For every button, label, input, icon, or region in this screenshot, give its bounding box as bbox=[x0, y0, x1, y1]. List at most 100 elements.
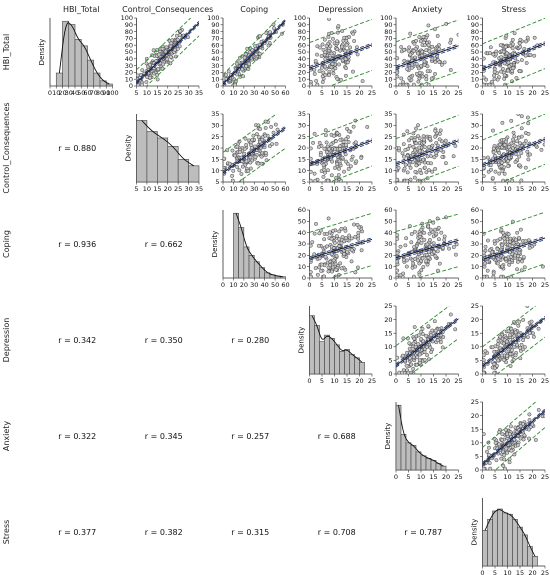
y-tick-label: 0 bbox=[129, 82, 133, 90]
y-tick-label: 0 bbox=[215, 82, 219, 90]
scatter-cell-coping-stress: 0 5 10 15 20 25 0 10 20 30 40 50 60 bbox=[471, 206, 549, 289]
data-point bbox=[486, 238, 490, 243]
density-axis-label: Density bbox=[211, 231, 219, 258]
histogram-bar bbox=[314, 325, 320, 375]
data-point bbox=[418, 168, 423, 172]
data-point bbox=[240, 67, 245, 72]
confidence-band-lower bbox=[223, 129, 286, 175]
data-point bbox=[539, 147, 544, 152]
histogram-cell-coping-coping: 0 10 20 30 40 50 60 Density bbox=[211, 210, 290, 289]
data-point bbox=[331, 258, 336, 263]
data-point bbox=[509, 118, 514, 123]
data-point bbox=[426, 43, 431, 48]
data-point bbox=[482, 156, 486, 161]
data-point bbox=[508, 424, 513, 429]
data-point bbox=[409, 240, 414, 245]
data-point bbox=[500, 242, 505, 247]
data-point bbox=[426, 255, 431, 260]
data-point bbox=[451, 245, 456, 250]
data-point bbox=[508, 239, 512, 244]
data-point bbox=[507, 243, 512, 248]
data-point bbox=[230, 148, 235, 153]
data-point bbox=[331, 71, 336, 76]
x-tick-label: 10 bbox=[503, 473, 511, 481]
data-point bbox=[411, 261, 416, 266]
x-tick-label: 0 bbox=[480, 89, 484, 97]
data-point bbox=[352, 39, 357, 43]
data-point bbox=[515, 230, 520, 235]
data-point bbox=[396, 70, 400, 75]
histogram-bar bbox=[405, 442, 412, 471]
y-tick-label: 10 bbox=[471, 439, 479, 447]
data-point bbox=[324, 140, 329, 145]
data-point bbox=[416, 333, 421, 338]
data-point bbox=[482, 264, 487, 269]
data-point bbox=[419, 227, 424, 232]
histogram-bar bbox=[68, 24, 76, 87]
data-point bbox=[345, 60, 350, 65]
prediction-band-upper bbox=[396, 213, 459, 232]
data-point bbox=[309, 169, 313, 174]
data-point bbox=[521, 422, 525, 426]
y-tick-label: 60 bbox=[125, 41, 133, 49]
y-tick-label: 10 bbox=[471, 263, 479, 271]
data-point bbox=[402, 58, 407, 63]
data-point bbox=[405, 67, 410, 72]
x-tick-label: 20 bbox=[355, 377, 363, 385]
y-tick-label: 5 bbox=[388, 357, 392, 365]
x-tick-label: 15 bbox=[429, 185, 437, 193]
data-point bbox=[451, 154, 456, 159]
x-tick-label: 10 bbox=[330, 185, 338, 193]
data-point bbox=[524, 39, 528, 44]
data-point bbox=[516, 235, 521, 240]
y-tick-label: 35 bbox=[298, 110, 306, 118]
data-point bbox=[413, 169, 418, 174]
data-point bbox=[402, 48, 406, 52]
data-point bbox=[268, 30, 273, 35]
data-point bbox=[322, 274, 327, 278]
correlation-stress-control-consequences: r = 0.382 bbox=[145, 528, 183, 537]
data-point bbox=[482, 174, 486, 179]
x-tick-label: 25 bbox=[454, 89, 462, 97]
y-tick-label: 100 bbox=[380, 14, 392, 22]
y-tick-label: 5 bbox=[302, 178, 306, 186]
histogram-bar bbox=[349, 354, 355, 375]
data-point bbox=[506, 159, 510, 164]
data-point bbox=[329, 142, 334, 147]
y-tick-label: 10 bbox=[298, 75, 306, 83]
data-point bbox=[344, 159, 348, 164]
x-tick-label: 10 bbox=[417, 89, 425, 97]
data-point bbox=[240, 178, 245, 182]
data-point bbox=[512, 134, 517, 139]
data-point bbox=[401, 271, 406, 276]
data-point bbox=[422, 43, 427, 48]
data-point bbox=[512, 452, 517, 457]
data-point bbox=[155, 77, 160, 82]
y-tick-label: 60 bbox=[471, 41, 479, 49]
prediction-band-upper bbox=[309, 18, 372, 43]
x-tick-label: 5 bbox=[320, 377, 324, 385]
data-point bbox=[414, 71, 419, 76]
data-point bbox=[342, 35, 347, 40]
density-curve bbox=[235, 213, 283, 278]
points-group bbox=[396, 306, 459, 374]
y-tick-label: 25 bbox=[384, 302, 392, 310]
histogram-cell-anxiety-anxiety: 0 5 10 15 20 25 Density bbox=[384, 402, 463, 481]
data-point bbox=[527, 331, 532, 336]
data-point bbox=[397, 146, 401, 151]
data-point bbox=[413, 229, 417, 234]
data-point bbox=[406, 48, 411, 53]
data-point bbox=[429, 333, 433, 338]
histogram-bar bbox=[62, 20, 70, 87]
x-tick-label: 10 bbox=[417, 185, 425, 193]
y-tick-label: 35 bbox=[211, 110, 219, 118]
correlation-depression-hbi-total: r = 0.342 bbox=[58, 336, 96, 345]
histogram-bar bbox=[512, 519, 518, 567]
correlation-coping-hbi-total: r = 0.936 bbox=[58, 240, 96, 249]
data-point bbox=[396, 74, 400, 79]
data-point bbox=[411, 274, 416, 278]
data-point bbox=[325, 231, 330, 236]
data-point bbox=[515, 259, 520, 264]
data-point bbox=[335, 76, 340, 81]
